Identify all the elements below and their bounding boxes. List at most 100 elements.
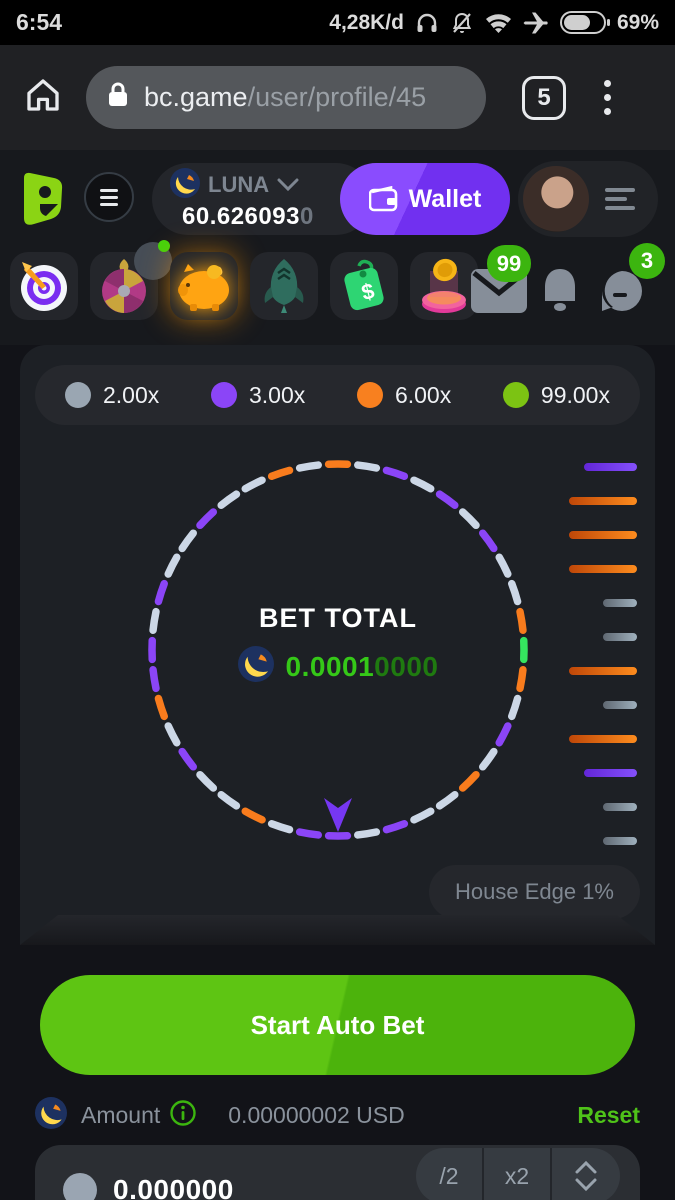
wheel-dash [479,747,498,771]
wheel-dash [196,508,218,530]
wallet-label: Wallet [408,184,482,213]
profile-area[interactable] [518,161,658,237]
url-bar[interactable]: bc.game/user/profile/45 [86,66,486,129]
half-bet-button[interactable]: /2 [416,1148,484,1200]
history-bar-gray [603,599,637,607]
lock-icon [106,82,130,113]
chat-icon[interactable] [599,269,645,320]
svg-text:$: $ [359,278,377,305]
wheel-dash [435,490,459,509]
amount-row: Amount 0.00000002 USD Reset [35,1092,640,1138]
history-bar-orange [569,497,637,505]
nav-coinflip-tile[interactable] [410,252,478,320]
wheel-dash [267,466,294,480]
legend-item: 99.00x [502,381,610,409]
browser-menu-button[interactable] [604,80,611,115]
balance-selector[interactable]: LUNA 60.6260930 [152,163,372,235]
battery-percent: 69% [616,10,659,34]
bet-amount-input[interactable]: 0.000000 /2 x2 [35,1145,640,1200]
wheel-dash [516,666,527,693]
bet-total-label: BET TOTAL [259,603,417,633]
chevron-up-icon [575,1160,597,1174]
nav-classic-dice-tile[interactable] [10,252,78,320]
url-domain: bc.game [144,82,248,112]
legend-item: 6.00x [356,381,452,409]
wheel-dash [154,579,168,606]
currency-label: LUNA [208,172,270,197]
url-path: /user/profile/45 [247,82,427,112]
home-button[interactable] [22,74,64,121]
wheel-dash [495,553,512,578]
bc-game-logo[interactable] [16,170,64,226]
start-auto-bet-button[interactable]: Start Auto Bet [40,975,635,1075]
legend-label: 6.00x [394,381,452,408]
history-bar-orange [569,735,637,743]
wheel-dash [458,508,480,530]
legend-label: 99.00x [540,381,610,408]
nav-tag-tile[interactable]: $ [330,252,398,320]
tab-switcher-button[interactable]: 5 [522,75,566,120]
wheel-dash [354,828,381,839]
double-bet-button[interactable]: x2 [484,1148,552,1200]
balance-value-dim: 0 [299,202,314,230]
nav-crash-tile[interactable] [250,252,318,320]
info-icon[interactable] [170,1099,196,1131]
balance-value: 60.626093 [182,202,300,230]
history-bar-orange [569,565,637,573]
legend-item: 2.00x [65,382,159,409]
wheel-dash [217,791,241,810]
legend-dot [65,382,91,408]
wheel-dash [154,694,168,721]
wheel-pointer-icon [324,798,352,832]
wallet-icon [368,186,397,212]
house-edge-pill: House Edge 1% [429,865,640,919]
panel-edge [20,915,655,945]
legend-item: 3.00x [210,382,305,409]
history-bar-purple [584,463,637,471]
wheel-dash [354,461,381,472]
luna-coin-icon [35,1096,67,1134]
site-header: LUNA 60.6260930 Wallet [0,150,675,245]
wheel-dash [495,722,512,747]
bell-icon[interactable] [541,267,579,322]
wheel-dash [508,579,522,606]
chat-badge: 3 [629,243,665,279]
legend-dot [502,382,529,408]
coin-placeholder-icon [63,1173,97,1200]
game-nav: $ 99 3 [0,240,675,345]
wheel-dash [164,553,181,578]
bet-total-value: 0.0001 [285,650,375,682]
wheel-dash [435,791,459,810]
wheel-dash [410,807,435,824]
nav-piggy-tile-selected[interactable] [170,252,238,320]
wheel-dash [295,461,322,472]
luna-coin-icon [170,167,200,203]
result-history [569,463,637,845]
nav-wheel-tile[interactable] [90,240,172,320]
reset-button[interactable]: Reset [577,1101,640,1128]
wheel-dash [149,666,160,693]
wheel-dash [217,490,241,509]
wheel-dash [516,607,527,634]
history-bar-orange [569,531,637,539]
history-bar-gray [603,837,637,845]
legend-dot [356,382,383,408]
history-bar-purple [584,769,637,777]
multiplier-legend: 2.00x 3.00x 6.00x 99.00x [35,365,640,425]
browser-toolbar: bc.game/user/profile/45 5 [0,45,675,150]
chevron-down-icon [277,178,299,192]
wheel-dash [508,694,522,721]
amount-label: Amount [81,1101,161,1128]
bet-stepper[interactable] [552,1148,620,1200]
game-panel: 2.00x 3.00x 6.00x 99.00x BET TOTAL 0.000100… [20,345,655,945]
wifi-icon [485,11,512,35]
history-bar-gray [603,803,637,811]
betslip-icon[interactable] [605,188,635,210]
wheel-icon [102,259,146,313]
menu-button[interactable] [84,172,134,222]
wheel-dash [196,770,218,792]
avatar[interactable] [523,166,589,232]
wheel-graphic[interactable] [138,450,538,850]
wallet-button[interactable]: Wallet [340,163,510,235]
